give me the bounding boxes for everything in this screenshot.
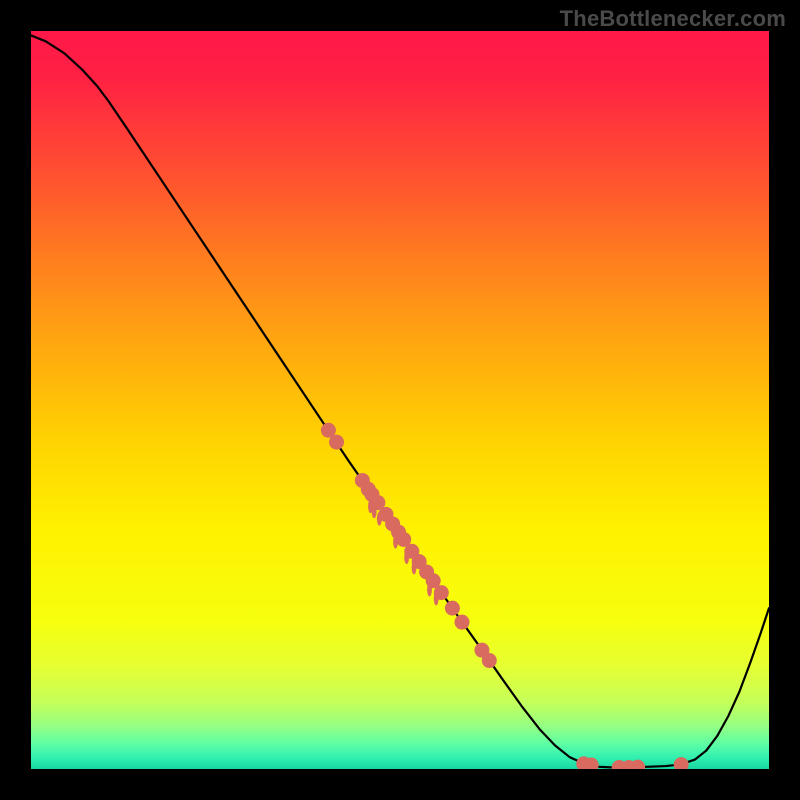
scatter-marker — [329, 435, 344, 450]
chart-stage: TheBottlenecker.com — [0, 0, 800, 800]
scatter-marker — [434, 585, 449, 600]
plot-area — [31, 31, 769, 769]
gradient-background — [31, 31, 769, 769]
scatter-marker — [445, 601, 460, 616]
scatter-marker — [482, 653, 497, 668]
scatter-marker — [454, 615, 469, 630]
chart-svg — [31, 31, 769, 769]
watermark-text: TheBottlenecker.com — [560, 6, 786, 32]
